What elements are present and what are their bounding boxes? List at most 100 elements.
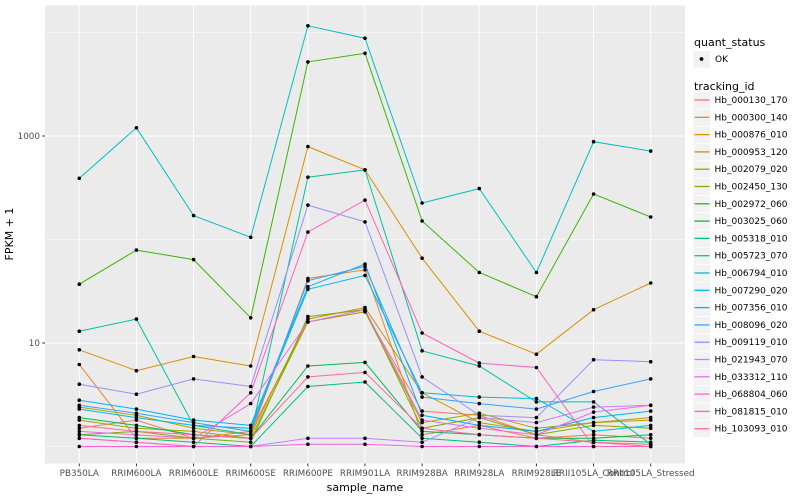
data-point-Hb_000876_010 (420, 256, 424, 261)
data-point-Hb_005723_070 (134, 317, 139, 321)
data-point-Hb_005723_070 (306, 175, 310, 179)
data-point-Hb_003025_060 (363, 360, 367, 365)
data-point-Hb_002972_060 (248, 316, 253, 320)
data-point-Hb_008096_020 (420, 395, 424, 399)
data-point-Hb_009119_010 (363, 220, 367, 224)
data-point-Hb_000876_010 (591, 307, 596, 312)
data-point-Hb_007290_020 (648, 423, 653, 428)
data-point-Hb_000876_010 (648, 281, 653, 285)
data-point-Hb_068804_060 (534, 444, 539, 449)
legend-tracking-label: Hb_103093_010 (715, 425, 788, 435)
data-point-Hb_103093_010 (648, 444, 653, 449)
legend-tracking-label: Hb_007290_020 (715, 286, 788, 296)
data-point-Hb_005723_070 (248, 432, 253, 437)
data-point-Hb_000953_120 (191, 426, 196, 431)
x-tick-label: RRIM901LA (340, 469, 390, 479)
x-tick-label: PB350LA (60, 469, 99, 479)
legend-tracking-label: Hb_000953_120 (715, 148, 788, 158)
data-point-Hb_002079_020 (134, 426, 139, 431)
legend-tracking-label: Hb_000130_170 (715, 96, 788, 106)
data-point-Hb_006794_010 (306, 24, 310, 28)
data-point-Hb_002450_130 (306, 314, 310, 319)
data-point-Hb_103093_010 (420, 426, 424, 431)
data-point-Hb_002972_060 (420, 219, 424, 223)
data-point-Hb_021943_070 (534, 420, 539, 425)
data-point-Hb_103093_010 (77, 423, 82, 428)
data-point-Hb_005318_010 (134, 436, 139, 441)
data-point-Hb_007290_020 (420, 391, 424, 395)
data-point-Hb_000876_010 (477, 329, 482, 334)
data-point-Hb_103093_010 (248, 436, 253, 441)
legend-tracking-label: Hb_003025_060 (715, 217, 788, 227)
data-point-Hb_007356_010 (134, 407, 139, 411)
data-point-Hb_009119_010 (306, 203, 310, 207)
legend-tracking-label: Hb_008096_020 (715, 321, 788, 331)
data-point-Hb_033312_110 (363, 307, 367, 312)
data-point-Hb_005318_010 (477, 440, 482, 445)
x-tick-label: RRII105LA_Control (553, 469, 635, 479)
data-point-Hb_006794_010 (591, 139, 596, 144)
data-point-Hb_000300_140 (420, 432, 424, 437)
data-point-Hb_007290_020 (306, 287, 310, 292)
legend-tracking-label: Hb_006794_010 (715, 269, 788, 279)
data-point-Hb_081815_010 (420, 331, 424, 335)
data-point-Hb_033312_110 (77, 429, 82, 434)
legend-tracking-label: Hb_002972_060 (715, 200, 788, 210)
data-point-Hb_009119_010 (420, 375, 424, 379)
data-point-Hb_008096_020 (477, 401, 482, 406)
data-point-Hb_002450_130 (591, 423, 596, 428)
data-point-Hb_003025_060 (306, 364, 310, 368)
data-point-Hb_007356_010 (591, 415, 596, 420)
data-point-Hb_006794_010 (477, 186, 482, 191)
x-tick-labels: PB350LA RRIM600LA RRIM600LE RRIM600SE RRIM60… (60, 469, 695, 479)
data-point-Hb_000953_120 (648, 418, 653, 422)
data-point-Hb_103093_010 (306, 375, 310, 379)
data-point-Hb_103093_010 (477, 432, 482, 437)
data-point-Hb_033312_110 (420, 418, 424, 422)
data-point-Hb_009119_010 (591, 357, 596, 362)
axis-ticks (42, 135, 652, 467)
data-point-Hb_007356_010 (534, 429, 539, 434)
data-point-Hb_009119_010 (191, 377, 196, 381)
data-point-Hb_006794_010 (534, 270, 539, 275)
data-point-Hb_081815_010 (77, 436, 82, 441)
data-point-Hb_005318_010 (420, 436, 424, 441)
data-point-Hb_081815_010 (363, 198, 367, 202)
data-point-Hb_021943_070 (420, 440, 424, 445)
data-point-Hb_007356_010 (191, 418, 196, 422)
legend-tracking-label: Hb_000876_010 (715, 131, 788, 141)
data-point-Hb_007290_020 (191, 423, 196, 428)
data-point-Hb_007290_020 (477, 395, 482, 399)
series-points (77, 24, 653, 449)
data-point-Hb_007290_020 (363, 273, 367, 278)
data-point-Hb_005723_070 (420, 349, 424, 353)
data-point-Hb_005723_070 (363, 168, 367, 172)
data-point-Hb_021943_070 (363, 436, 367, 441)
data-point-Hb_007356_010 (248, 423, 253, 428)
data-point-Hb_002972_060 (648, 215, 653, 219)
legend-quant-label: OK (715, 55, 729, 65)
y-axis-title: FPKM + 1 (3, 208, 16, 261)
data-point-Hb_068804_060 (134, 444, 139, 449)
data-point-Hb_006794_010 (134, 126, 139, 130)
data-point-Hb_009119_010 (77, 382, 82, 387)
data-point-Hb_002079_020 (191, 429, 196, 434)
data-point-Hb_002972_060 (477, 270, 482, 275)
legend-tracking-label: Hb_021943_070 (715, 356, 788, 366)
data-point-Hb_002079_020 (591, 420, 596, 425)
legend-tracking-label: Hb_005318_010 (715, 234, 788, 244)
data-point-Hb_002972_060 (306, 60, 310, 64)
data-point-Hb_009119_010 (534, 415, 539, 420)
data-point-Hb_103093_010 (134, 429, 139, 434)
legend-quant-status-title: quant_status (694, 36, 766, 49)
data-point-Hb_002972_060 (191, 257, 196, 262)
data-point-Hb_000876_010 (306, 144, 310, 149)
legend-tracking-label: Hb_068804_060 (715, 390, 788, 400)
data-point-Hb_008096_020 (191, 420, 196, 425)
data-point-Hb_000130_170 (77, 426, 82, 431)
data-point-Hb_008096_020 (248, 429, 253, 434)
data-point-Hb_002972_060 (363, 51, 367, 56)
data-point-Hb_000876_010 (77, 348, 82, 352)
data-point-Hb_008096_020 (591, 389, 596, 394)
